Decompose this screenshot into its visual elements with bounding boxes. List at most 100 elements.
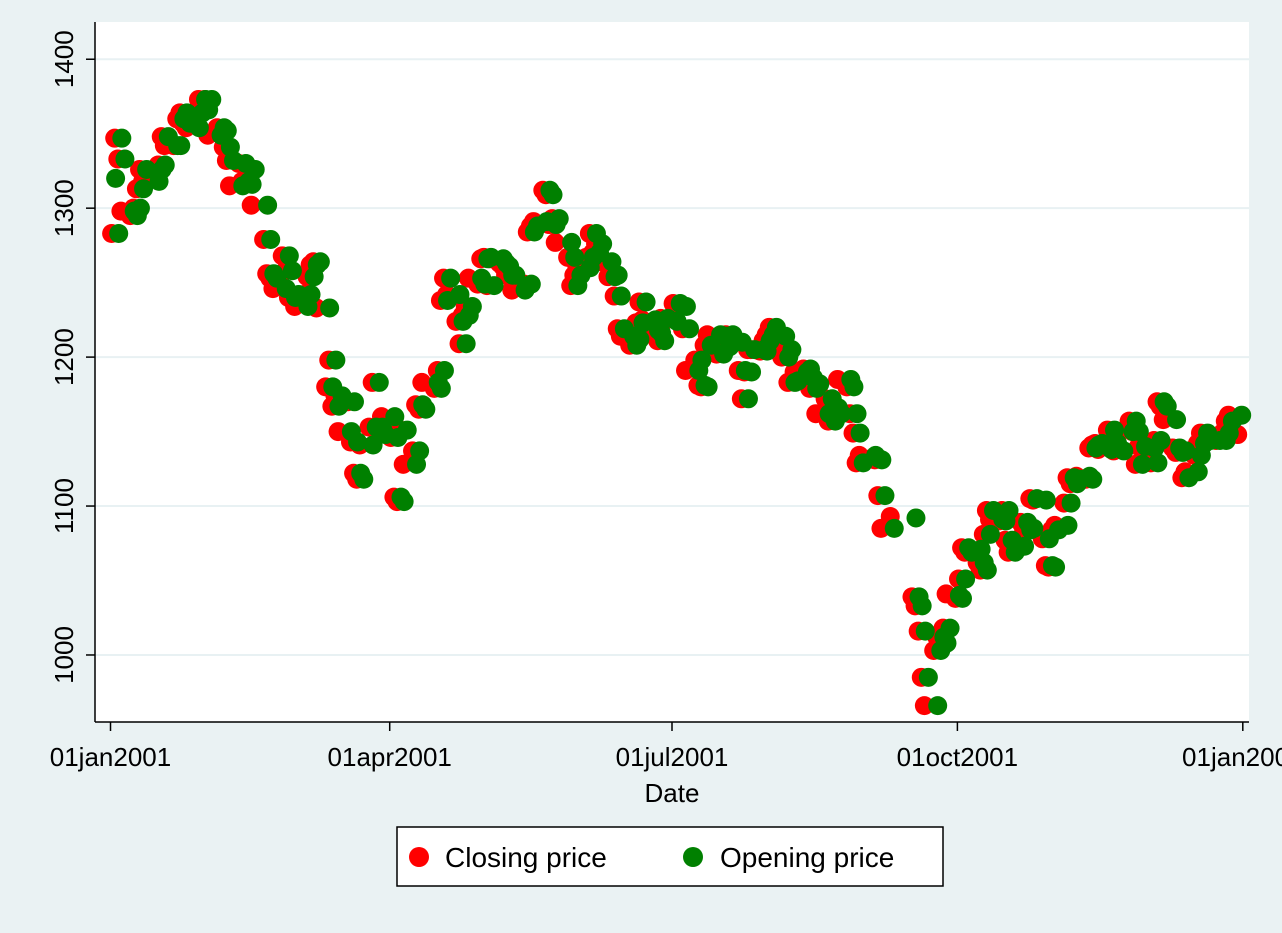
- point-opening-price-2001-06-28: [655, 331, 675, 351]
- point-opening-price-2001-03-20: [344, 392, 364, 412]
- data-points: [102, 89, 1252, 716]
- y-tick-label-1000: 1000: [49, 626, 79, 684]
- point-opening-price-2001-12-17: [1188, 462, 1208, 482]
- point-opening-price-2001-04-12: [416, 399, 436, 419]
- point-opening-price-2001-10-25: [1024, 518, 1044, 538]
- point-opening-price-2001-07-12: [698, 377, 718, 397]
- point-opening-price-2001-05-11: [506, 265, 526, 285]
- point-closing-price-2001-05-25: [545, 232, 565, 252]
- point-opening-price-2001-03-26: [363, 435, 383, 455]
- point-opening-price-2001-04-06: [397, 420, 417, 440]
- point-opening-price-2001-06-08: [593, 234, 613, 254]
- point-opening-price-2001-02-27: [279, 246, 299, 266]
- x-tick-label-01jul2001: 01jul2001: [616, 742, 729, 772]
- point-opening-price-2001-07-25: [738, 389, 758, 409]
- point-opening-price-2001-02-28: [282, 261, 302, 281]
- point-opening-price-2001-01-18: [155, 155, 175, 175]
- point-opening-price-2001-07-06: [680, 319, 700, 339]
- y-tick-label-1200: 1200: [49, 328, 79, 386]
- legend-marker-closing-price: [409, 847, 429, 867]
- point-opening-price-2001-11-06: [1061, 493, 1081, 513]
- series-opening-price: [106, 89, 1252, 716]
- point-opening-price-2001-10-02: [953, 588, 972, 608]
- point-opening-price-2001-07-26: [742, 362, 762, 382]
- point-closing-price-2001-04-06: [393, 454, 413, 474]
- y-tick-label-1300: 1300: [49, 179, 79, 237]
- x-tick-label-01apr2001: 01apr2001: [328, 742, 452, 772]
- point-opening-price-2001-09-07: [875, 486, 895, 506]
- point-opening-price-2001-12-05: [1151, 431, 1171, 451]
- point-opening-price-2001-09-17: [906, 508, 926, 528]
- point-opening-price-2001-10-10: [977, 560, 997, 580]
- x-tick-label-01oct2001: 01oct2001: [897, 742, 1018, 772]
- point-opening-price-2001-04-05: [394, 492, 414, 512]
- point-opening-price-2001-02-07: [217, 121, 237, 141]
- point-opening-price-2001-09-27: [937, 633, 957, 653]
- point-opening-price-2001-09-28: [940, 618, 960, 638]
- point-opening-price-2001-08-17: [810, 374, 830, 394]
- legend-marker-opening-price: [683, 847, 703, 867]
- point-opening-price-2001-03-06: [301, 285, 321, 305]
- point-opening-price-2001-08-28: [844, 377, 864, 397]
- point-opening-price-2001-02-15: [242, 174, 262, 194]
- point-opening-price-2001-03-23: [354, 469, 374, 489]
- point-opening-price-2001-11-13: [1083, 469, 1103, 489]
- point-opening-price-2001-01-23: [171, 136, 191, 156]
- point-opening-price-2001-04-10: [410, 441, 430, 461]
- x-tick-label-01jan2002: 01jan2002: [1182, 742, 1282, 772]
- point-closing-price-2001-02-16: [241, 195, 261, 215]
- point-opening-price-2001-04-20: [441, 268, 461, 288]
- point-opening-price-2001-12-31: [1232, 405, 1252, 425]
- point-opening-price-2001-03-21: [348, 432, 368, 452]
- point-opening-price-2001-05-25: [549, 209, 569, 229]
- point-opening-price-2001-12-13: [1176, 441, 1196, 461]
- point-opening-price-2001-08-29: [847, 404, 867, 424]
- point-opening-price-2001-04-18: [434, 361, 454, 381]
- y-axis-ticks: 1000 1100 1200 1300 1400: [49, 30, 95, 684]
- point-opening-price-2001-04-25: [456, 334, 476, 354]
- point-opening-price-2001-11-05: [1058, 515, 1078, 535]
- point-opening-price-2001-09-06: [872, 450, 892, 470]
- point-opening-price-2001-11-28: [1129, 422, 1149, 442]
- point-opening-price-2001-09-20: [915, 621, 935, 641]
- point-opening-price-2001-05-23: [543, 185, 563, 205]
- x-axis-ticks: 01jan2001 01apr2001 01jul2001 01oct2001 01ja…: [50, 722, 1282, 772]
- point-opening-price-2001-10-11: [980, 524, 1000, 544]
- point-opening-price-2001-07-10: [692, 350, 712, 370]
- point-opening-price-2001-01-03: [109, 223, 129, 243]
- point-opening-price-2001-10-17: [999, 501, 1019, 521]
- point-opening-price-2001-12-10: [1167, 410, 1187, 430]
- point-opening-price-2001-04-02: [385, 407, 405, 427]
- point-opening-price-2001-02-02: [202, 89, 222, 109]
- point-opening-price-2001-04-27: [462, 296, 482, 316]
- point-opening-price-2001-06-20: [630, 329, 650, 349]
- point-opening-price-2001-09-19: [912, 596, 932, 616]
- point-opening-price-2001-05-29: [562, 232, 582, 252]
- point-opening-price-2001-11-01: [1046, 557, 1066, 577]
- point-opening-price-2001-05-30: [565, 247, 585, 267]
- point-opening-price-2001-09-24: [928, 696, 948, 716]
- point-opening-price-2001-08-24: [832, 404, 852, 424]
- y-tick-label-1100: 1100: [49, 478, 79, 534]
- point-opening-price-2001-01-02: [106, 168, 126, 188]
- point-opening-price-2001-09-10: [884, 518, 904, 538]
- legend-label-opening-price: Opening price: [720, 842, 894, 873]
- point-opening-price-2001-03-12: [320, 298, 340, 318]
- point-opening-price-2001-04-23: [450, 285, 470, 305]
- point-opening-price-2001-08-08: [782, 340, 802, 360]
- point-opening-price-2001-10-03: [956, 569, 976, 589]
- point-opening-price-2001-10-22: [1015, 536, 1035, 556]
- point-opening-price-2001-05-04: [484, 276, 504, 296]
- y-tick-label-1400: 1400: [49, 30, 79, 88]
- point-opening-price-2001-09-21: [918, 667, 938, 687]
- legend-label-closing-price: Closing price: [445, 842, 607, 873]
- point-opening-price-2001-04-17: [431, 378, 451, 398]
- point-opening-price-2001-01-12: [137, 159, 157, 179]
- point-opening-price-2001-01-04: [112, 128, 132, 148]
- point-opening-price-2001-02-21: [261, 229, 281, 249]
- point-opening-price-2001-03-14: [326, 350, 346, 370]
- point-opening-price-2001-12-04: [1148, 453, 1168, 473]
- point-opening-price-2001-06-14: [611, 286, 631, 306]
- point-opening-price-2001-07-05: [676, 296, 696, 316]
